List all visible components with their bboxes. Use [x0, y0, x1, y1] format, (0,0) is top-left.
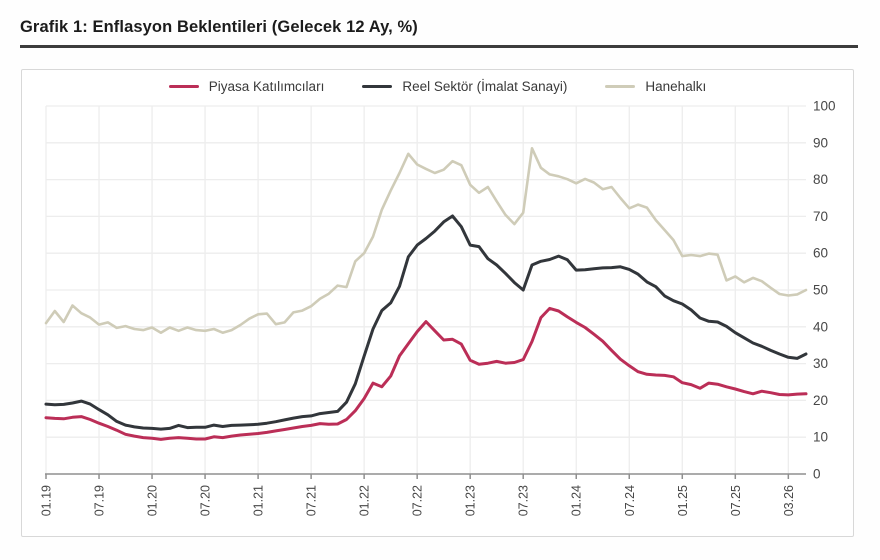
x-tick-label: 01.23 [464, 485, 478, 516]
series-line-piyasa-kat-l-mc-lar- [44, 306, 808, 441]
x-tick-label: 01.25 [676, 485, 690, 516]
legend-item-reel-sektor: Reel Sektör (İmalat Sanayi) [362, 79, 567, 94]
y-tick-label: 30 [813, 356, 828, 371]
legend-label-reel-sektor: Reel Sektör (İmalat Sanayi) [402, 79, 568, 94]
y-tick-label: 0 [813, 467, 821, 482]
x-tick-label: 07.24 [623, 485, 637, 516]
y-tick-label: 50 [813, 283, 828, 298]
y-tick-label: 40 [813, 319, 828, 334]
title-underline [20, 45, 858, 48]
x-tick-label: 07.22 [411, 485, 425, 516]
y-tick-label: 100 [813, 99, 836, 114]
x-tick-label: 01.20 [146, 485, 160, 516]
x-tick-label: 01.21 [252, 485, 266, 516]
legend-swatch-hanehalki [605, 85, 636, 88]
legend-item-hanehalki: Hanehalkı [605, 79, 706, 94]
y-tick-label: 10 [813, 430, 828, 445]
x-tick-label: 01.22 [358, 485, 372, 516]
x-tick-label: 07.23 [517, 485, 531, 516]
legend-label-piyasa: Piyasa Katılımcıları [208, 79, 325, 94]
x-tick-label: 01.19 [40, 485, 54, 516]
y-tick-label: 80 [813, 172, 828, 187]
x-tick-label: 07.25 [729, 485, 743, 516]
y-tick-label: 90 [813, 135, 828, 150]
chart-title: Grafik 1: Enflasyon Beklentileri (Gelece… [20, 18, 418, 36]
x-tick-label: 07.21 [305, 485, 319, 516]
chart-card: Piyasa Katılımcıları Reel Sektör (İmalat… [21, 69, 854, 537]
legend-swatch-piyasa [168, 85, 199, 88]
y-tick-label: 70 [813, 209, 828, 224]
y-tick-label: 60 [813, 246, 828, 261]
legend-swatch-reel-sektor [362, 85, 393, 88]
legend-label-hanehalki: Hanehalkı [645, 79, 707, 94]
x-tick-label: 01.24 [570, 485, 584, 516]
x-tick-label: 07.19 [93, 485, 107, 516]
chart-legend: Piyasa Katılımcıları Reel Sektör (İmalat… [22, 79, 853, 94]
y-tick-label: 20 [813, 393, 828, 408]
legend-item-piyasa: Piyasa Katılımcıları [168, 79, 325, 94]
x-tick-label: 07.20 [199, 485, 213, 516]
x-tick-label: 03.26 [782, 485, 796, 516]
series-line-reel-sekt-r-i-malat-sanayi- [44, 214, 808, 431]
series-line-hanehalk- [44, 147, 808, 335]
